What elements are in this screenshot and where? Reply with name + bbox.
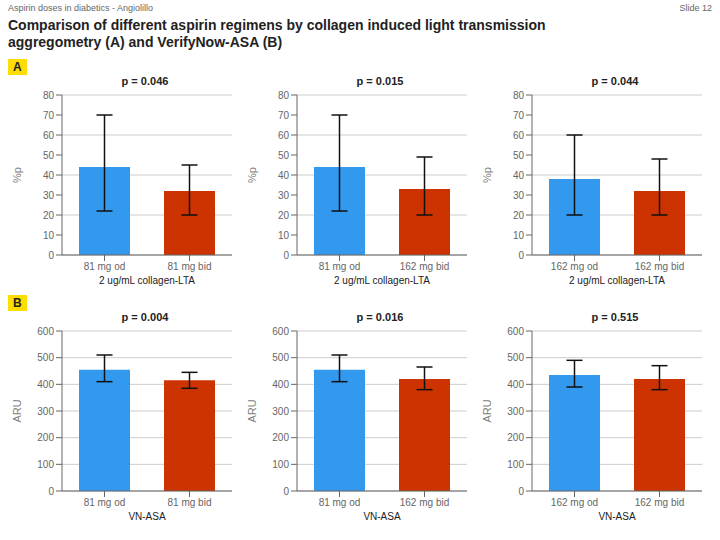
svg-text:162 mg bid: 162 mg bid <box>635 261 684 272</box>
html-text:VN-ASA: VN-ASA <box>363 511 401 522</box>
svg-text:40: 40 <box>513 170 525 181</box>
svg-text:ARU: ARU <box>11 399 23 422</box>
svg-text:40: 40 <box>278 170 290 181</box>
html-text:2 ug/mL collagen-LTA: 2 ug/mL collagen-LTA <box>334 275 430 286</box>
html-text:p = 0.515: p = 0.515 <box>591 311 639 323</box>
svg-text:20: 20 <box>513 210 525 221</box>
svg-text:10: 10 <box>43 230 55 241</box>
svg-text:0: 0 <box>518 486 524 497</box>
svg-text:200: 200 <box>507 432 524 443</box>
html-text:VN-ASA: VN-ASA <box>128 511 166 522</box>
svg-text:162 mg od: 162 mg od <box>551 261 598 272</box>
svg-text:20: 20 <box>43 210 55 221</box>
svg-text:81 mg bid: 81 mg bid <box>168 261 212 272</box>
svg-text:ARU: ARU <box>481 399 493 422</box>
html-text:Slide 12: Slide 12 <box>679 3 712 13</box>
svg-text:100: 100 <box>507 459 524 470</box>
html-text:p = 0.015: p = 0.015 <box>356 75 404 87</box>
svg-text:50: 50 <box>278 150 290 161</box>
html-text:Comparison of different aspiri: Comparison of different aspirin regimens… <box>8 17 546 50</box>
svg-text:0: 0 <box>48 486 54 497</box>
svg-text:400: 400 <box>37 379 54 390</box>
svg-text:81 mg od: 81 mg od <box>84 497 126 508</box>
svg-text:0: 0 <box>518 250 524 261</box>
svg-text:30: 30 <box>278 190 290 201</box>
svg-text:81 mg bid: 81 mg bid <box>168 497 212 508</box>
html-text:p = 0.046: p = 0.046 <box>121 75 169 87</box>
svg-text:0: 0 <box>283 486 289 497</box>
html-text:VN-ASA: VN-ASA <box>598 511 636 522</box>
svg-text:81 mg od: 81 mg od <box>319 497 361 508</box>
html-text:2 ug/mL collagen-LTA: 2 ug/mL collagen-LTA <box>99 275 195 286</box>
svg-text:80: 80 <box>278 90 290 101</box>
svg-text:162 mg bid: 162 mg bid <box>400 261 449 272</box>
svg-text:%p: %p <box>481 167 493 183</box>
svg-text:400: 400 <box>272 379 289 390</box>
html-text:p = 0.044: p = 0.044 <box>591 75 639 87</box>
html-text:A: A <box>13 60 22 74</box>
html-text:B: B <box>13 296 22 310</box>
svg-text:600: 600 <box>507 326 524 337</box>
svg-text:50: 50 <box>513 150 525 161</box>
svg-text:300: 300 <box>37 406 54 417</box>
svg-text:20: 20 <box>278 210 290 221</box>
svg-text:162 mg od: 162 mg od <box>551 497 598 508</box>
svg-text:500: 500 <box>37 352 54 363</box>
svg-text:300: 300 <box>507 406 524 417</box>
svg-text:60: 60 <box>43 130 55 141</box>
svg-text:60: 60 <box>513 130 525 141</box>
svg-text:80: 80 <box>43 90 55 101</box>
svg-text:300: 300 <box>272 406 289 417</box>
html-text:p = 0.004: p = 0.004 <box>121 311 169 323</box>
html-text:Aspirin doses in diabetics - A: Aspirin doses in diabetics - Angiolillo <box>8 3 154 13</box>
svg-text:400: 400 <box>507 379 524 390</box>
svg-text:%p: %p <box>11 167 23 183</box>
svg-text:162 mg bid: 162 mg bid <box>635 497 684 508</box>
svg-text:40: 40 <box>43 170 55 181</box>
svg-text:30: 30 <box>513 190 525 201</box>
svg-text:0: 0 <box>48 250 54 261</box>
svg-text:ARU: ARU <box>246 399 258 422</box>
svg-text:600: 600 <box>37 326 54 337</box>
svg-text:70: 70 <box>278 110 290 121</box>
svg-text:50: 50 <box>43 150 55 161</box>
svg-text:200: 200 <box>272 432 289 443</box>
html-text:2 ug/mL collagen-LTA: 2 ug/mL collagen-LTA <box>569 275 665 286</box>
svg-text:10: 10 <box>513 230 525 241</box>
svg-text:30: 30 <box>43 190 55 201</box>
svg-text:81 mg od: 81 mg od <box>84 261 126 272</box>
svg-text:70: 70 <box>43 110 55 121</box>
svg-text:500: 500 <box>507 352 524 363</box>
svg-text:%p: %p <box>246 167 258 183</box>
html-text:p = 0.016: p = 0.016 <box>356 311 404 323</box>
svg-text:60: 60 <box>278 130 290 141</box>
svg-text:10: 10 <box>278 230 290 241</box>
svg-text:500: 500 <box>272 352 289 363</box>
svg-text:100: 100 <box>272 459 289 470</box>
svg-text:81 mg od: 81 mg od <box>319 261 361 272</box>
svg-text:600: 600 <box>272 326 289 337</box>
svg-text:100: 100 <box>37 459 54 470</box>
svg-text:0: 0 <box>283 250 289 261</box>
svg-text:162 mg bid: 162 mg bid <box>400 497 449 508</box>
svg-text:70: 70 <box>513 110 525 121</box>
svg-text:200: 200 <box>37 432 54 443</box>
svg-text:80: 80 <box>513 90 525 101</box>
